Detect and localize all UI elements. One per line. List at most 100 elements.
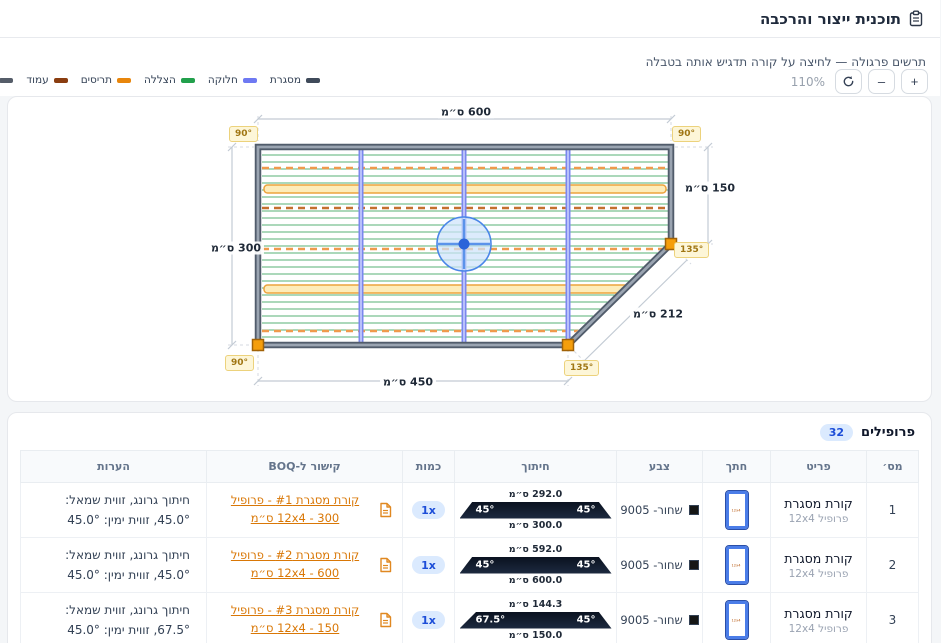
col-header-notes: הערות	[21, 450, 208, 483]
dim-label-bottom: 450 ס״מ	[380, 375, 438, 389]
angle-badge-right-mid: 135°	[675, 242, 711, 258]
cut-top-length: 592.0 ס״מ	[509, 543, 564, 555]
boq-cell: קורת מסגרת #3 - פרופיל 12x4 - 150 ס״מ	[207, 592, 404, 643]
boq-link[interactable]: קורת מסגרת #1 - פרופיל 12x4 - 300 ס״מ	[231, 493, 361, 525]
item-profile: פרופיל 12x4	[789, 567, 850, 580]
notes-cell: חיתוך גרונג, זווית שמאל: 45.0°, זווית ימ…	[21, 482, 208, 538]
legend-item-shading: הצללה	[145, 74, 196, 86]
dim-label-left: 300 ס״מ	[208, 241, 266, 255]
profiles-panel: פרופילים 32 מס׳ פריט חתך צבע חיתוך כמות …	[8, 412, 933, 643]
profile-section-icon: 12x4	[725, 600, 750, 640]
document-icon	[380, 557, 393, 573]
color-label: שחור- 9005	[621, 557, 684, 572]
table-header-row: מס׳ פריט חתך צבע חיתוך כמות קישור ל-BOQ …	[21, 450, 920, 483]
boq-cell: קורת מסגרת #1 - פרופיל 12x4 - 300 ס״מ	[207, 482, 404, 538]
item-name: קורת מסגרת	[785, 495, 854, 511]
cut-diagram: 144.3 ס״מ 67.5° 45° 150.0 ס״מ	[461, 599, 613, 642]
cut-cell: 292.0 ס״מ 45° 45° 300.0 ס״מ	[455, 482, 618, 538]
legend-item-wall: קיר	[0, 74, 15, 86]
zoom-out-button[interactable]: –	[869, 69, 896, 94]
legend-color-chip	[0, 77, 15, 83]
table-row[interactable]: 2 קורת מסגרת פרופיל 12x4 12x4 שחור- 9005…	[21, 537, 920, 593]
profile-section-icon: 12x4	[725, 545, 750, 585]
zoom-reset-button[interactable]	[836, 69, 863, 94]
quantity-badge: 1x	[413, 501, 446, 519]
legend-item-label: תריסים	[81, 74, 113, 86]
qty-cell: 1x	[403, 592, 456, 643]
color-cell: שחור- 9005	[617, 592, 704, 643]
angle-badge-top-right: 90°	[673, 126, 703, 142]
section-cell: 12x4	[703, 592, 772, 643]
cut-right-angle: 45°	[577, 559, 597, 571]
color-swatch	[689, 504, 700, 515]
cut-right-angle: 45°	[577, 504, 597, 516]
cut-left-angle: 45°	[476, 504, 496, 516]
angle-badge-diag-bottom: 135°	[565, 360, 601, 376]
color-label: שחור- 9005	[621, 502, 684, 517]
legend-item-label: הצללה	[145, 74, 177, 86]
legend-color-chip	[243, 77, 258, 83]
diagram-subtitle: תרשים פרגולה — לחיצה על קורה תדגיש אותה …	[646, 55, 927, 69]
notes-cell: חיתוך גרונג, זווית שמאל: 67.5°, זווית ימ…	[21, 592, 208, 643]
cut-right-angle: 45°	[577, 614, 597, 626]
item-cell: קורת מסגרת פרופיל 12x4	[771, 537, 868, 593]
boq-link[interactable]: קורת מסגרת #3 - פרופיל 12x4 - 150 ס״מ	[231, 603, 361, 635]
qty-cell: 1x	[403, 482, 456, 538]
pergola-frame[interactable]	[255, 143, 676, 349]
legend-color-chip	[118, 77, 132, 83]
pergola-diagram[interactable]	[7, 97, 932, 401]
cut-left-angle: 45°	[476, 559, 496, 571]
profiles-count-badge: 32	[820, 424, 855, 441]
cut-beam-shape: 45° 45°	[461, 557, 613, 574]
page-title: תוכנית ייצור והרכבה	[760, 9, 902, 28]
cut-bottom-length: 600.0 ס״מ	[509, 574, 564, 586]
table-row[interactable]: 3 קורת מסגרת פרופיל 12x4 12x4 שחור- 9005…	[21, 592, 920, 643]
reset-icon	[844, 76, 855, 87]
item-name: קורת מסגרת	[785, 550, 854, 566]
zoom-in-button[interactable]: +	[902, 69, 929, 94]
color-cell: שחור- 9005	[617, 482, 704, 538]
section-cell: 12x4	[703, 537, 772, 593]
quantity-badge: 1x	[413, 556, 446, 574]
document-icon	[380, 612, 393, 628]
cut-bottom-length: 150.0 ס״מ	[509, 629, 564, 641]
legend-color-chip	[307, 77, 321, 83]
item-name: קורת מסגרת	[785, 605, 854, 621]
cut-beam-shape: 45° 45°	[461, 502, 613, 519]
legend-item-frame: מסגרת	[271, 74, 321, 86]
item-cell: קורת מסגרת פרופיל 12x4	[771, 592, 868, 643]
cut-diagram: 592.0 ס״מ 45° 45° 600.0 ס״מ	[461, 544, 613, 587]
cut-top-length: 292.0 ס״מ	[509, 488, 564, 500]
notes-cell: חיתוך גרונג, זווית שמאל: 45.0°, זווית ימ…	[21, 537, 208, 593]
item-cell: קורת מסגרת פרופיל 12x4	[771, 482, 868, 538]
dim-label-diagonal: 212 ס״מ	[630, 307, 688, 321]
qty-cell: 1x	[403, 537, 456, 593]
col-header-qty: כמות	[403, 450, 456, 483]
boq-link[interactable]: קורת מסגרת #2 - פרופיל 12x4 - 600 ס״מ	[231, 548, 361, 580]
table-row[interactable]: 1 קורת מסגרת פרופיל 12x4 12x4 שחור- 9005…	[21, 482, 920, 538]
cut-top-length: 144.3 ס״מ	[509, 598, 564, 610]
col-header-cut: חיתוך	[455, 450, 618, 483]
col-header-item: פריט	[771, 450, 868, 483]
cut-left-angle: 67.5°	[476, 614, 507, 626]
item-profile: פרופיל 12x4	[789, 512, 850, 525]
row-number: 1	[867, 482, 920, 538]
quantity-badge: 1x	[413, 611, 446, 629]
cut-bottom-length: 300.0 ס״מ	[509, 519, 564, 531]
legend-item-shutters: תריסים	[82, 74, 132, 86]
legend-item-division: חלוקה	[209, 74, 258, 86]
col-header-num: מס׳	[867, 450, 920, 483]
legend: מסגרת חלוקה הצללה תריסים עמוד קיר מאוורר…	[0, 74, 321, 86]
color-swatch	[689, 614, 700, 625]
profiles-header: פרופילים 32	[9, 413, 932, 450]
document-icon	[380, 502, 393, 518]
clipboard-icon	[909, 10, 925, 27]
legend-item-label: חלוקה	[208, 74, 239, 86]
cut-diagram: 292.0 ס״מ 45° 45° 300.0 ס״מ	[461, 489, 613, 532]
profiles-table: מס׳ פריט חתך צבע חיתוך כמות קישור ל-BOQ …	[21, 450, 920, 643]
profile-section-icon: 12x4	[725, 490, 750, 530]
pergola-diagram-panel: 600 ס״מ 300 ס״מ 150 ס״מ 450 ס״מ 212 ס״מ …	[8, 96, 933, 402]
profiles-title: פרופילים	[862, 425, 916, 440]
ceiling-fan[interactable]	[437, 216, 493, 272]
boq-cell: קורת מסגרת #2 - פרופיל 12x4 - 600 ס״מ	[207, 537, 404, 593]
